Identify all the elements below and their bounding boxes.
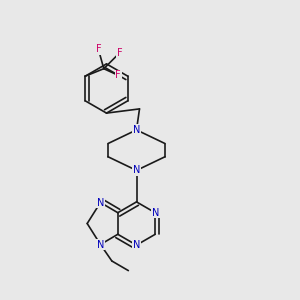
Text: N: N [133, 240, 140, 250]
Text: N: N [133, 125, 140, 135]
Text: F: F [117, 48, 122, 58]
Text: N: N [97, 197, 104, 208]
Text: N: N [133, 165, 140, 176]
Text: N: N [152, 208, 159, 218]
Text: N: N [97, 239, 104, 250]
Text: F: F [96, 44, 101, 54]
Text: F: F [116, 70, 121, 80]
